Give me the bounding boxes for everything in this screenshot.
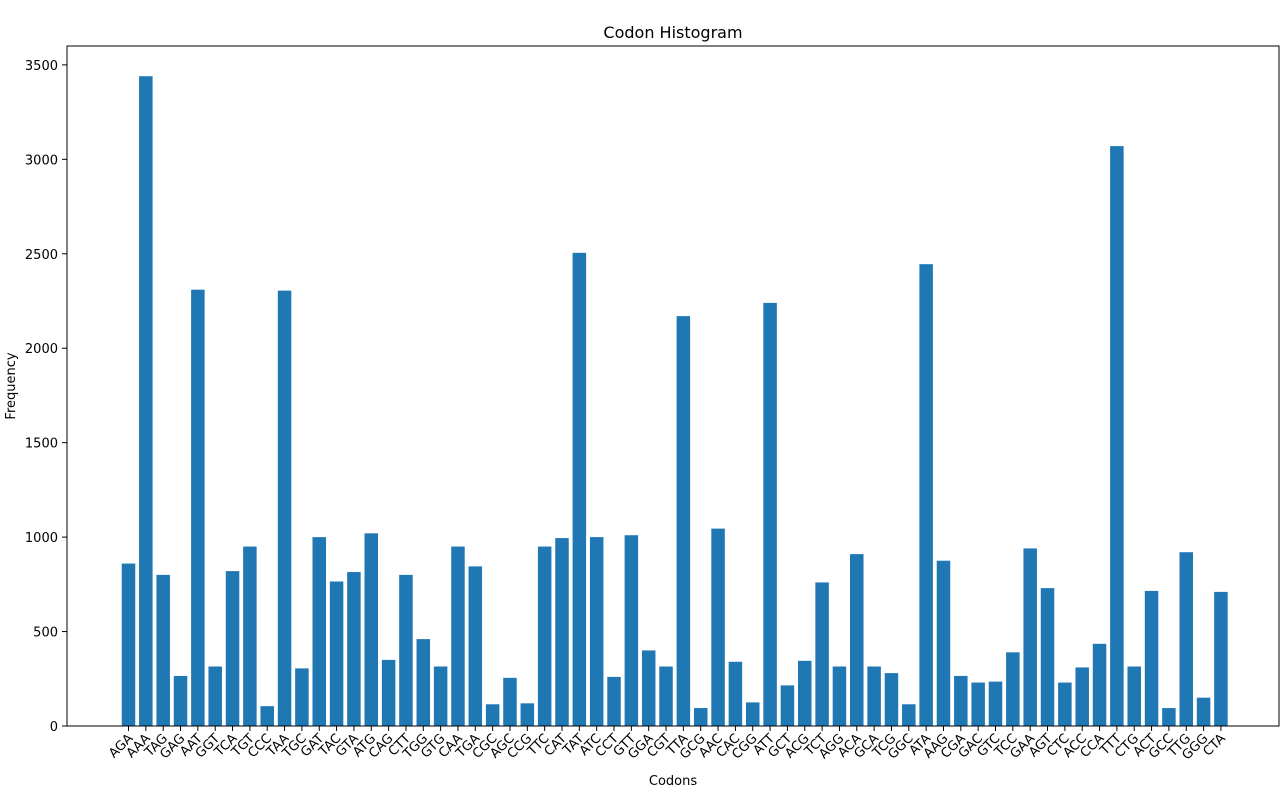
bar-taa [277,290,292,726]
bar-aaa [139,76,153,727]
bar-gca [867,666,881,726]
bar-ttc [537,546,552,726]
bar-ggt [208,666,222,726]
bar-acc [1075,667,1089,726]
y-axis: 0 500 1000 1500 2000 2500 3000 3500 [25,59,67,735]
bar-cgc [485,704,500,726]
bar-tct [815,582,829,726]
y-tick-label: 1500 [25,437,58,452]
plot-frame [66,45,1280,727]
y-tick-label: 0 [50,720,58,735]
bar-cac [728,661,743,726]
bar-gcc [1162,708,1176,726]
bar-gga [641,650,656,726]
bar-ctt [399,574,413,726]
bar-gcg [693,708,708,726]
bar-agg [832,666,847,726]
bar-ctg [1127,666,1141,726]
bar-tca [225,571,240,726]
bar-tgt [243,546,257,726]
bar-ggc [902,704,916,726]
bar-atc [589,537,604,726]
y-tick-label: 500 [33,626,58,641]
bar-aag [936,560,951,726]
bar-acg [798,660,812,726]
bar-att [763,302,777,726]
bar-ttg [1179,552,1193,726]
bar-gac [971,682,985,726]
bar-tgg [416,639,431,726]
x-axis-label: Codons [649,774,697,789]
bar-cga [954,675,968,726]
y-tick-label: 1000 [25,531,58,546]
bar-ata [919,264,933,726]
bar-tta [676,316,691,726]
bar-cta [1214,591,1228,726]
bar-gtc [988,681,1003,726]
bar-act [1144,590,1159,726]
bars [121,76,1228,727]
bar-agc [503,677,517,726]
bar-cct [607,676,621,726]
bar-tcg [884,673,899,726]
bar-gta [347,572,361,726]
y-axis-label: Frequency [4,352,19,419]
bar-aga [121,563,136,726]
bar-atg [364,533,379,726]
x-axis: AGAAAATAGGAGAATGGTTCATGTCCCTAATGCGATTACG… [106,726,1229,763]
y-tick-label: 2000 [25,342,58,357]
bar-agt [1040,588,1055,726]
bar-aac [711,528,725,726]
bar-gct [780,685,795,726]
bar-cgg [745,702,760,726]
bar-gat [312,537,326,726]
bar-cca [1092,643,1107,726]
bar-tcc [1006,652,1020,726]
y-tick-label: 3500 [25,59,58,74]
y-tick-label: 3000 [25,153,58,168]
bar-tag [156,574,170,726]
bar-cgt [659,666,673,726]
y-tick-label: 2500 [25,248,58,263]
bar-gtt [624,535,639,726]
chart-title: Codon Histogram [603,23,742,42]
bar-gaa [1023,548,1037,726]
bar-aca [850,554,864,726]
bar-ggg [1196,697,1211,726]
bar-gtg [433,666,448,726]
bar-tgc [295,668,309,726]
bar-ccg [520,703,535,726]
bar-cat [555,538,569,726]
bar-ttt [1110,146,1124,727]
bar-tat [572,252,587,726]
bar-aat [191,289,205,726]
bar-ctc [1058,682,1072,726]
bar-gag [173,675,188,726]
bar-tac [329,581,344,726]
bar-cag [381,659,396,726]
bar-ccc [260,706,274,726]
bar-tga [468,566,483,726]
bar-caa [451,546,465,726]
